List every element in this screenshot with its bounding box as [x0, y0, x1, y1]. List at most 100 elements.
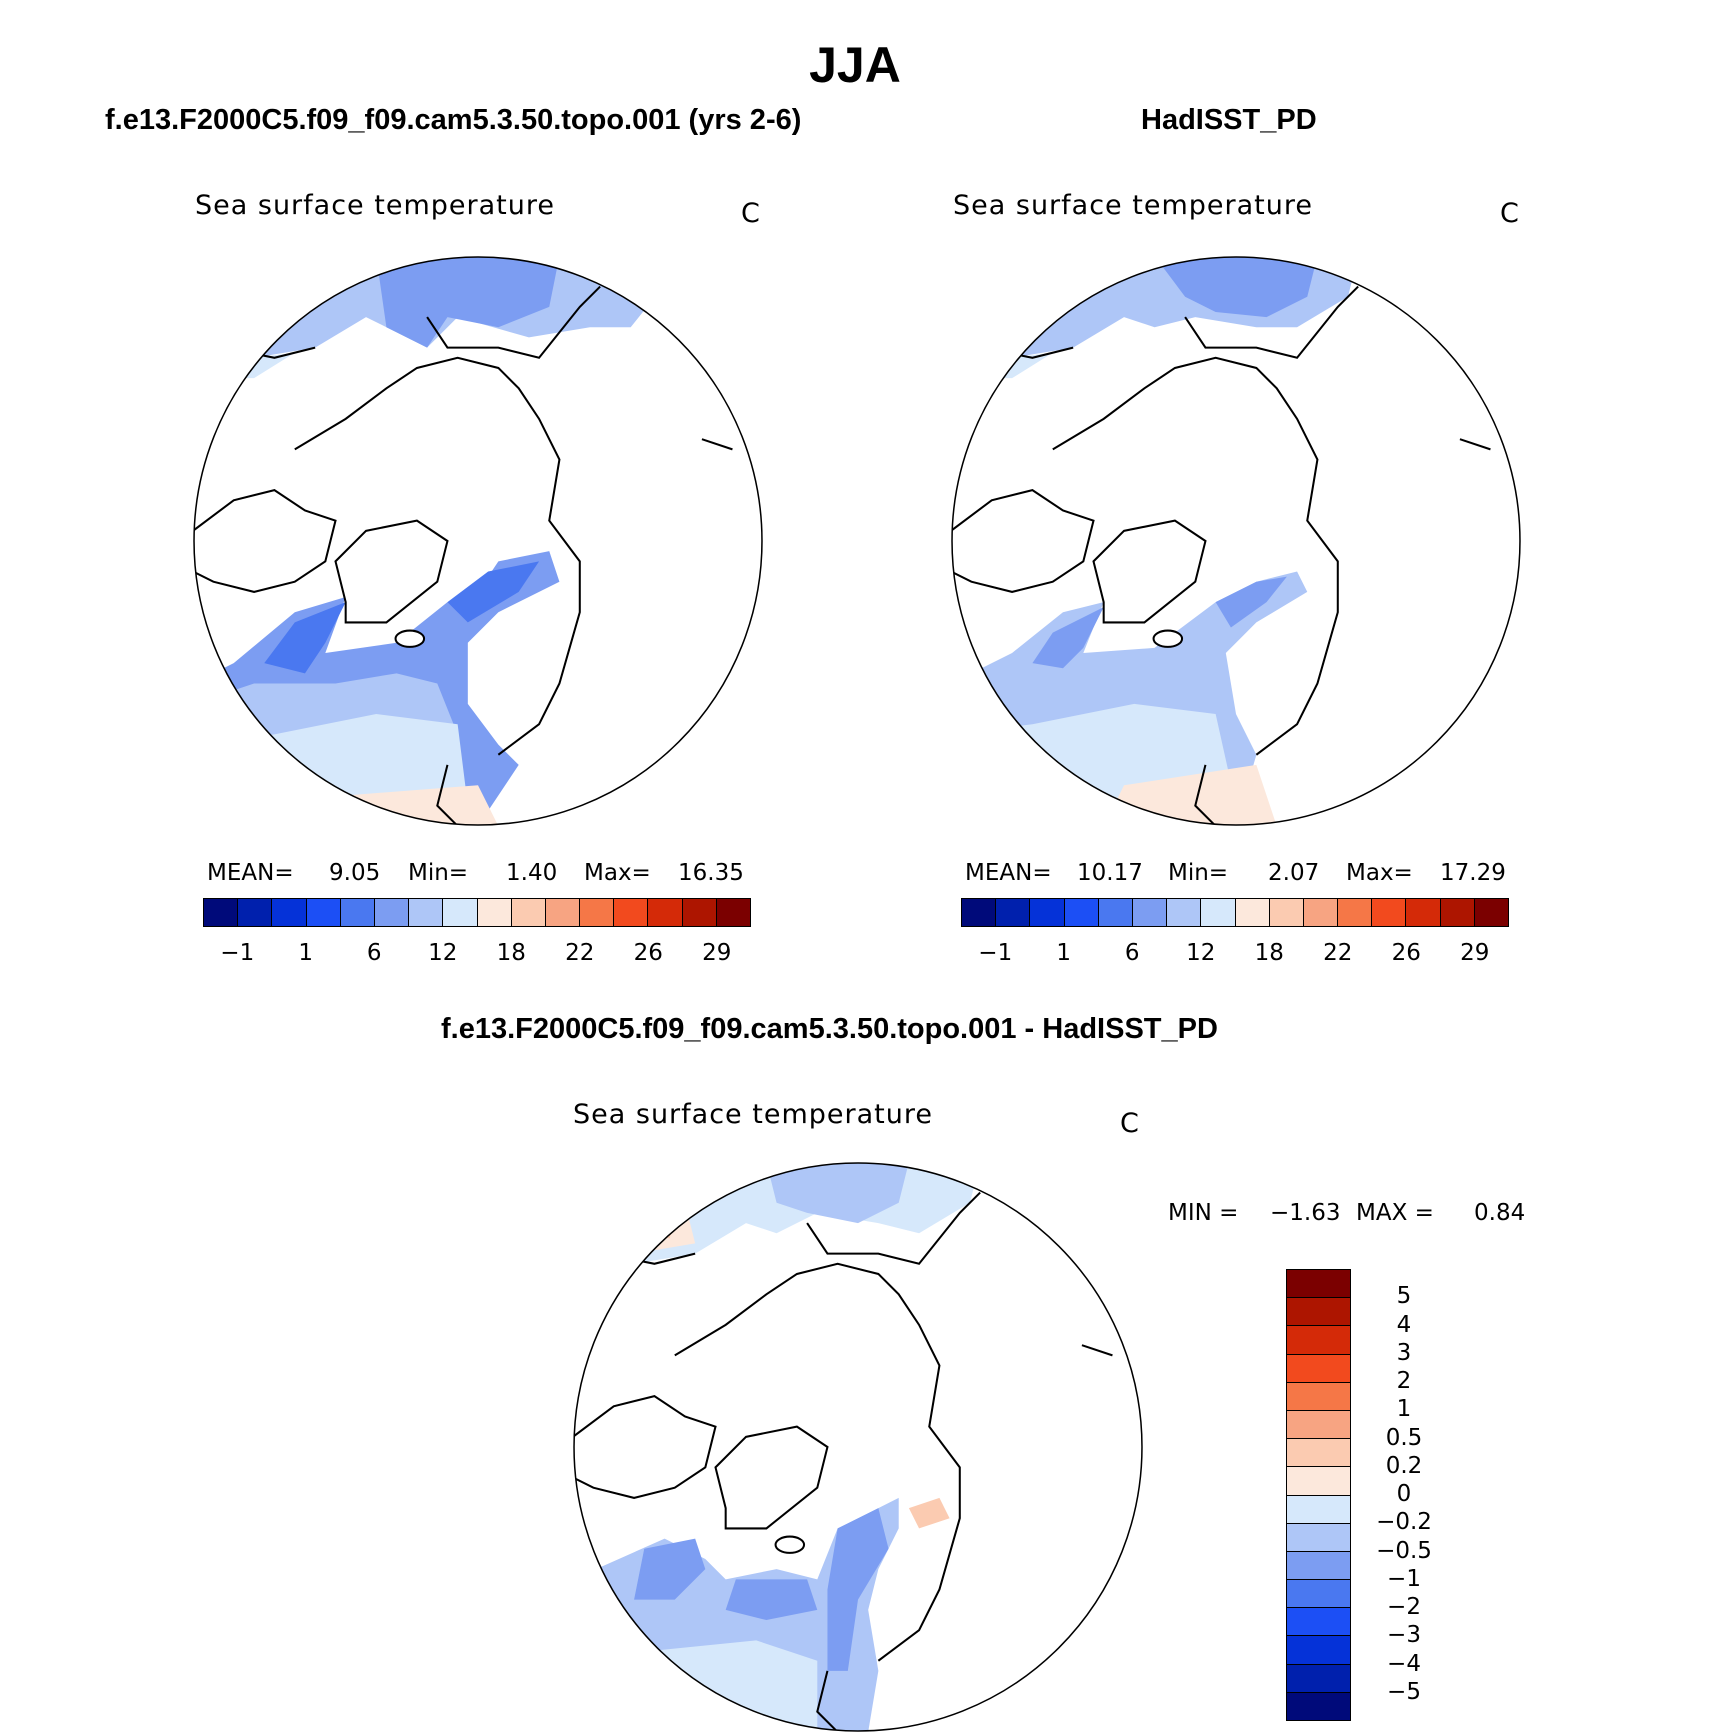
- colorbar-swatch: [1287, 1636, 1350, 1665]
- panel2-mean-value: 10.17: [1077, 860, 1143, 886]
- colorbar-tick-label: 12: [1186, 940, 1216, 966]
- panel2-max-label: Max=: [1346, 860, 1413, 886]
- colorbar-swatch: [1287, 1270, 1350, 1299]
- colorbar-swatch: [1338, 899, 1373, 926]
- colorbar-tick-label: 2: [1396, 1368, 1412, 1394]
- diff-max-label: MAX =: [1356, 1200, 1434, 1226]
- panel1-units: C: [741, 198, 760, 229]
- panel2-mean-label: MEAN=: [965, 860, 1052, 886]
- colorbar-tick-label: −5: [1387, 1678, 1421, 1705]
- panel2-min-value: 2.07: [1268, 860, 1320, 886]
- colorbar-tick-label: −2: [1387, 1594, 1421, 1620]
- colorbar-tick-label: −0.2: [1376, 1509, 1432, 1536]
- colorbar-tick-label: −1: [220, 940, 255, 966]
- colorbar-tick-label: −3: [1387, 1622, 1421, 1649]
- diff-min-value: −1.63: [1270, 1200, 1341, 1226]
- panel2-max-value: 17.29: [1440, 860, 1506, 886]
- colorbar-tick-label: 22: [1323, 940, 1353, 966]
- colorbar-tick-label: 0.2: [1385, 1452, 1423, 1479]
- colorbar-swatch: [580, 899, 615, 926]
- colorbar-swatch: [1235, 899, 1270, 926]
- colorbar-tick-label: −1: [978, 940, 1013, 966]
- colorbar-swatch: [1287, 1410, 1350, 1440]
- colorbar-tick-label: 18: [1254, 940, 1284, 966]
- colorbar-tick-label: 29: [1460, 940, 1490, 966]
- panel1-variable-title: Sea surface temperature: [195, 190, 555, 221]
- colorbar-swatch: [1287, 1298, 1350, 1327]
- diff-units: C: [1120, 1108, 1139, 1139]
- colorbar-swatch: [1132, 899, 1168, 926]
- colorbar-tick-label: 6: [366, 940, 382, 966]
- panel1-mean-label: MEAN=: [207, 860, 294, 886]
- colorbar-tick-label: −4: [1387, 1650, 1421, 1677]
- colorbar-swatch: [409, 899, 444, 926]
- panel1-max-value: 16.35: [678, 860, 744, 886]
- panel2-units: C: [1500, 198, 1519, 229]
- colorbar-swatch: [1030, 899, 1065, 926]
- panel2-case-title: HadISST_PD: [1141, 104, 1317, 136]
- colorbar-tick-label: −0.5: [1376, 1537, 1432, 1564]
- panel1-polar-map: [193, 256, 763, 826]
- colorbar-tick-label: 26: [633, 940, 663, 966]
- colorbar-swatch: [238, 899, 273, 926]
- colorbar-swatch: [1287, 1467, 1350, 1496]
- colorbar-tick-label: 29: [702, 940, 732, 966]
- panel1-case-title: f.e13.F2000C5.f09_f09.cam5.3.50.topo.001…: [105, 104, 802, 136]
- main-title: JJA: [809, 37, 901, 93]
- colorbar-swatch: [996, 899, 1031, 926]
- panel1-max-label: Max=: [584, 860, 651, 886]
- colorbar-swatch: [1474, 899, 1508, 926]
- colorbar-swatch: [443, 899, 478, 926]
- colorbar-swatch: [1406, 899, 1441, 926]
- colorbar-tick-label: 26: [1391, 940, 1421, 966]
- colorbar-swatch: [1372, 899, 1407, 926]
- colorbar-swatch: [1269, 899, 1304, 926]
- colorbar-swatch: [1287, 1326, 1350, 1355]
- diff-case-title: f.e13.F2000C5.f09_f09.cam5.3.50.topo.001…: [441, 1013, 1218, 1045]
- diff-colorbar: [1286, 1269, 1351, 1721]
- colorbar-swatch: [1064, 899, 1099, 926]
- colorbar-swatch: [1287, 1608, 1350, 1637]
- colorbar-tick-label: 0.5: [1385, 1424, 1423, 1451]
- colorbar-tick-label: 3: [1396, 1339, 1412, 1366]
- colorbar-swatch: [1287, 1495, 1350, 1524]
- colorbar-swatch: [477, 899, 512, 926]
- colorbar-swatch: [374, 899, 410, 926]
- colorbar-swatch: [1287, 1523, 1350, 1552]
- colorbar-swatch: [272, 899, 307, 926]
- panel1-min-label: Min=: [408, 860, 469, 886]
- diff-polar-map: [573, 1162, 1143, 1732]
- colorbar-swatch: [1167, 899, 1202, 926]
- panel2-min-label: Min=: [1168, 860, 1229, 886]
- colorbar-swatch: [716, 899, 750, 926]
- colorbar-swatch: [1287, 1354, 1350, 1383]
- colorbar-swatch: [962, 899, 997, 926]
- colorbar-swatch: [1287, 1551, 1350, 1581]
- colorbar-swatch: [340, 899, 375, 926]
- colorbar-tick-label: 1: [1396, 1396, 1412, 1423]
- colorbar-tick-label: 1: [298, 940, 314, 966]
- colorbar-swatch: [648, 899, 683, 926]
- diff-variable-title: Sea surface temperature: [573, 1099, 933, 1130]
- colorbar-tick-label: 22: [565, 940, 595, 966]
- colorbar-swatch: [1287, 1692, 1350, 1720]
- colorbar-swatch: [1303, 899, 1339, 926]
- colorbar-tick-label: 5: [1396, 1283, 1412, 1310]
- colorbar-tick-label: 18: [496, 940, 526, 966]
- colorbar-tick-label: 4: [1396, 1311, 1412, 1338]
- colorbar-tick-label: 1: [1056, 940, 1072, 966]
- panel1-mean-value: 9.05: [329, 860, 381, 886]
- colorbar-swatch: [682, 899, 717, 926]
- colorbar-swatch: [1287, 1382, 1350, 1411]
- colorbar-tick-label: 6: [1124, 940, 1140, 966]
- colorbar-swatch: [1287, 1664, 1350, 1693]
- colorbar-swatch: [306, 899, 341, 926]
- colorbar-tick-label: −1: [1387, 1565, 1421, 1592]
- panel2-polar-map: [951, 256, 1521, 826]
- colorbar-swatch: [545, 899, 581, 926]
- panel1-land-greenland: [334, 519, 449, 624]
- colorbar-tick-label: 0: [1396, 1481, 1412, 1507]
- colorbar-swatch: [1440, 899, 1475, 926]
- diff-max-value: 0.84: [1474, 1200, 1526, 1226]
- panel1-min-value: 1.40: [506, 860, 558, 886]
